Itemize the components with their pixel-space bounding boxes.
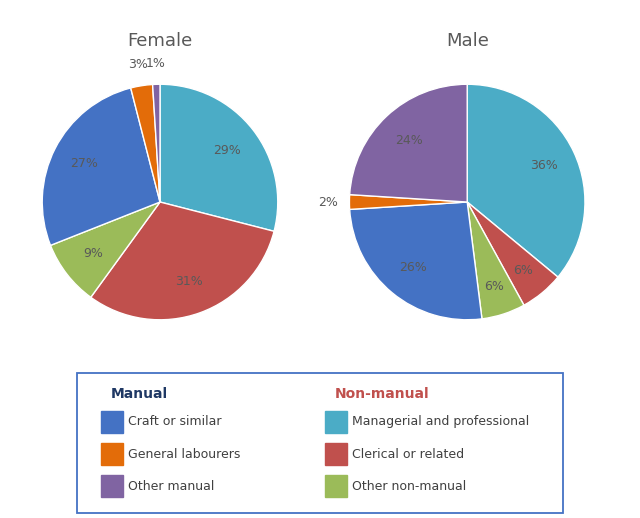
Text: Craft or similar: Craft or similar	[128, 415, 221, 428]
Text: Manual: Manual	[111, 387, 168, 401]
Text: 36%: 36%	[530, 160, 558, 172]
Bar	[101, 475, 123, 497]
Wedge shape	[160, 84, 278, 232]
Text: 2%: 2%	[318, 195, 338, 209]
Wedge shape	[91, 202, 274, 320]
Text: 27%: 27%	[70, 157, 99, 170]
Wedge shape	[152, 84, 160, 202]
FancyBboxPatch shape	[77, 373, 563, 513]
Text: 26%: 26%	[399, 261, 427, 274]
Bar	[101, 443, 123, 465]
Text: Clerical or related: Clerical or related	[351, 448, 464, 461]
Wedge shape	[131, 84, 160, 202]
Title: Female: Female	[127, 33, 193, 50]
Wedge shape	[467, 202, 558, 305]
Text: 24%: 24%	[396, 134, 423, 147]
Text: Managerial and professional: Managerial and professional	[351, 415, 529, 428]
Text: 6%: 6%	[513, 264, 533, 277]
Wedge shape	[349, 202, 482, 320]
Text: Other manual: Other manual	[128, 480, 214, 493]
Text: Non-manual: Non-manual	[335, 387, 429, 401]
Text: 1%: 1%	[146, 56, 166, 69]
Bar	[101, 411, 123, 433]
Text: Other non-manual: Other non-manual	[351, 480, 466, 493]
Bar	[325, 443, 347, 465]
Bar	[325, 411, 347, 433]
Text: 3%: 3%	[129, 58, 148, 71]
Text: General labourers: General labourers	[128, 448, 240, 461]
Wedge shape	[349, 195, 467, 209]
Wedge shape	[467, 84, 585, 277]
Bar	[325, 475, 347, 497]
Title: Male: Male	[446, 33, 488, 50]
Wedge shape	[349, 84, 467, 202]
Text: 29%: 29%	[213, 143, 241, 156]
Wedge shape	[467, 202, 524, 319]
Text: 6%: 6%	[484, 280, 504, 293]
Text: 9%: 9%	[83, 248, 103, 261]
Wedge shape	[51, 202, 160, 297]
Wedge shape	[42, 88, 160, 246]
Text: 31%: 31%	[175, 275, 203, 289]
